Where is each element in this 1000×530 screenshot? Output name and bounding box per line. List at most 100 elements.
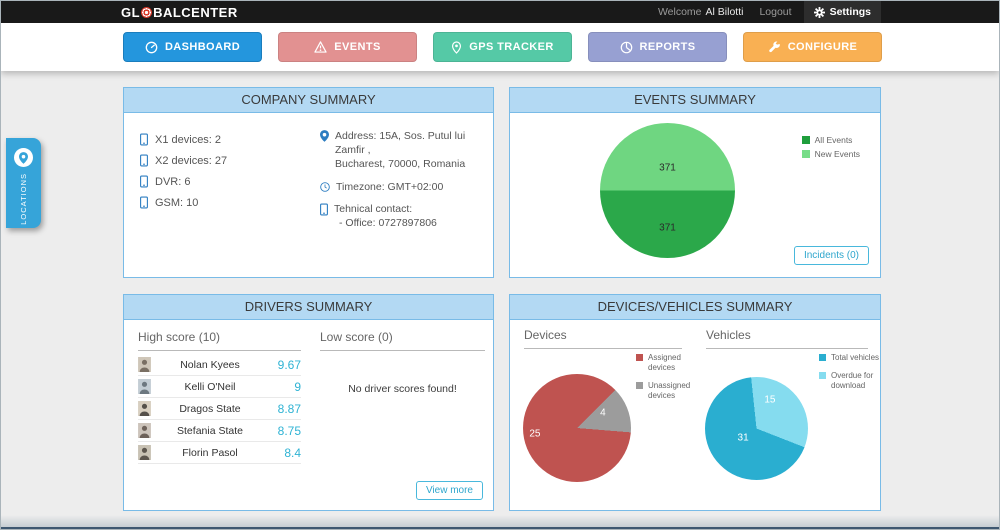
device-count-row: X2 devices: 27 (140, 150, 227, 171)
assigned-devices-label: Assigned devices (648, 353, 681, 372)
legend-item-total-vehicles: Total vehicles (819, 353, 883, 363)
device-count-row: X1 devices: 2 (140, 129, 227, 150)
driver-name: Kelli O'Neil (184, 380, 236, 393)
gsm-count: GSM: 10 (155, 196, 199, 209)
footer-shade (1, 515, 999, 527)
driver-row: Kelli O'Neil 9 (138, 376, 301, 398)
overdue-swatch (819, 372, 826, 379)
unassigned-devices-label: Unassigned devices (648, 381, 691, 400)
wrench-icon (768, 41, 780, 52)
devices-section-header: Devices (524, 328, 682, 349)
contact-label: Tehnical contact: (334, 202, 413, 215)
driver-name: Stefania State (177, 424, 243, 437)
dvr-count: DVR: 6 (155, 175, 191, 188)
device-count-list: X1 devices: 2 X2 devices: 27 DVR: 6 GSM:… (140, 129, 227, 213)
avatar (138, 423, 151, 438)
driver-row: Stefania State 8.75 (138, 420, 301, 442)
total-vehicles-value: 31 (737, 432, 749, 444)
legend-item-all-events: All Events (801, 135, 860, 145)
avatar (138, 445, 151, 460)
driver-name: Dragos State (179, 402, 241, 415)
map-pin-icon (452, 40, 462, 54)
device-count-row: GSM: 10 (140, 192, 227, 213)
mobile-device-icon (140, 133, 148, 146)
bottom-border-line (1, 527, 999, 529)
nav-bar: DASHBOARD EVENTS GPS TRACKER (1, 23, 999, 71)
nav-tab-gps-tracker[interactable]: GPS TRACKER (433, 32, 572, 62)
nav-label-events: EVENTS (334, 41, 381, 53)
driver-row: Florin Pasol 8.4 (138, 442, 301, 464)
view-more-button[interactable]: View more (415, 481, 483, 500)
events-summary-body: All Events New Events 371 371 Incidents … (510, 113, 880, 277)
events-pie-value-new: 371 (659, 162, 676, 174)
company-summary-body: X1 devices: 2 X2 devices: 27 DVR: 6 GSM:… (124, 113, 493, 277)
devices-legend: Assigned devices Unassigned devices (636, 353, 700, 409)
x2-devices-count: X2 devices: 27 (155, 154, 228, 167)
all-events-label: All Events (814, 135, 853, 145)
contact-text: Tehnical contact: - Office: 0727897806 (334, 202, 437, 230)
nav-label-gps-tracker: GPS TRACKER (469, 41, 554, 53)
timezone-row: Timezone: GMT+02:00 (320, 181, 488, 193)
nav-tab-configure[interactable]: CONFIGURE (743, 32, 882, 62)
address-row: Address: 15A, Sos. Putul lui Zamfir , Bu… (320, 129, 488, 172)
legend-item-assigned: Assigned devices (636, 353, 700, 373)
legend-item-unassigned: Unassigned devices (636, 381, 700, 401)
driver-score: 8.87 (277, 401, 301, 416)
nav-buttons: DASHBOARD EVENTS GPS TRACKER (123, 32, 882, 62)
logo-target-icon (141, 6, 153, 18)
address-line-2: Bucharest, 70000, Romania (335, 158, 466, 171)
locations-side-tab[interactable]: LOCATIONS (6, 138, 41, 228)
pie-chart-icon (620, 41, 632, 53)
incidents-button[interactable]: Incidents (0) (793, 246, 869, 265)
address-pin-icon (320, 130, 329, 142)
all-events-swatch (801, 136, 810, 144)
low-score-column: Low score (0) No driver scores found! (320, 330, 485, 395)
phone-icon (320, 203, 328, 215)
nav-tab-reports[interactable]: REPORTS (588, 32, 727, 62)
devices-vehicles-summary-panel: DEVICES/VEHICLES SUMMARY Devices Vehicle… (509, 294, 881, 511)
nav-label-configure: CONFIGURE (787, 41, 858, 53)
settings-button[interactable]: Settings (803, 1, 881, 23)
unassigned-devices-swatch (636, 382, 643, 389)
nav-label-reports: REPORTS (639, 41, 696, 53)
unassigned-devices-value: 4 (600, 407, 606, 419)
driver-name: Florin Pasol (182, 446, 238, 459)
driver-row: Nolan Kyees 9.67 (138, 354, 301, 376)
nav-tab-dashboard[interactable]: DASHBOARD (123, 32, 262, 62)
assigned-devices-swatch (636, 354, 643, 361)
logo-text-center: CENTER (181, 4, 238, 20)
user-name: Al Bilotti (705, 6, 744, 18)
address-text: Address: 15A, Sos. Putul lui Zamfir , Bu… (335, 129, 488, 172)
devices-vehicles-body: Devices Vehicles 25 4 Assigned devices U… (510, 320, 880, 510)
dashboard-gauge-icon (145, 41, 158, 53)
driver-score: 8.4 (284, 445, 301, 460)
timezone-text: Timezone: GMT+02:00 (336, 180, 444, 193)
drivers-summary-body: High score (10) Nolan Kyees 9.67 Kelli O… (124, 320, 493, 510)
avatar (138, 401, 151, 416)
logo-text-bal: BAL (153, 4, 182, 20)
legend-item-overdue: Overdue for download (819, 371, 883, 391)
assigned-devices-value: 25 (529, 428, 541, 440)
nav-label-dashboard: DASHBOARD (164, 41, 241, 53)
avatar (138, 357, 151, 372)
new-events-swatch (801, 150, 810, 158)
vehicles-pie-chart: 15 31 (705, 377, 808, 480)
low-score-header: Low score (0) (320, 330, 485, 351)
events-summary-title: EVENTS SUMMARY (510, 88, 880, 113)
locations-tab-label: LOCATIONS (19, 173, 28, 225)
new-events-label: New Events (814, 149, 860, 159)
logout-link[interactable]: Logout (759, 6, 792, 18)
global-center-logo: GL BAL CENTER (121, 5, 238, 20)
legend-item-new-events: New Events (801, 149, 860, 159)
overdue-vehicles-value: 15 (764, 394, 776, 406)
vehicles-section-header: Vehicles (706, 328, 868, 349)
high-score-header: High score (10) (138, 330, 301, 351)
logo-text-gl: GL (121, 4, 141, 20)
settings-label: Settings (829, 6, 871, 18)
nav-tab-events[interactable]: EVENTS (278, 32, 417, 62)
driver-score: 9.67 (277, 357, 301, 372)
total-vehicles-swatch (819, 354, 826, 361)
avatar (138, 379, 151, 394)
drivers-summary-title: DRIVERS SUMMARY (124, 295, 493, 320)
